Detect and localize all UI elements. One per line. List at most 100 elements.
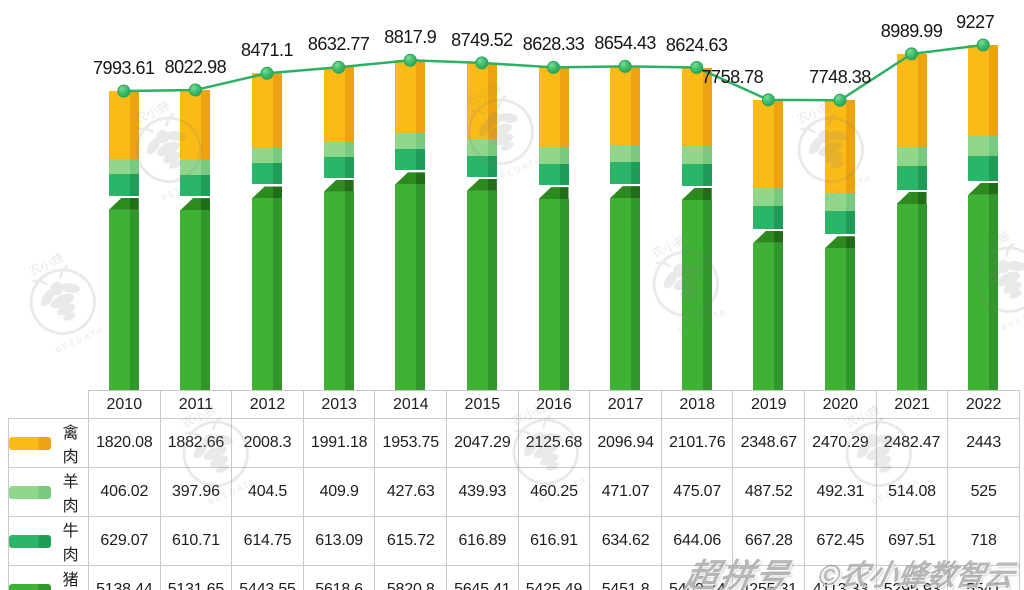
cell-poultry-2017: 2096.94 [589, 418, 662, 468]
segment-gap [108, 195, 139, 198]
segment-beef [252, 163, 283, 185]
segment-mutton [824, 192, 855, 212]
cell-pork-2012: 5443.55 [231, 565, 304, 590]
cell-mutton-2021: 514.08 [875, 467, 949, 517]
segment-mutton [681, 146, 712, 164]
cell-beef-2011: 610.71 [159, 516, 233, 566]
cell-mutton-2011: 397.96 [159, 467, 233, 517]
table-corner-cell [8, 390, 89, 419]
segment-pork-cap [108, 197, 139, 210]
segment-pork-cap [466, 178, 497, 191]
legend-swatch-pork [9, 583, 51, 590]
cell-poultry-2011: 1882.66 [159, 418, 233, 468]
bar-column-2013 [323, 67, 354, 390]
segment-mutton [395, 133, 426, 150]
segment-poultry [824, 100, 855, 193]
year-header-2020: 2020 [804, 390, 877, 419]
year-header-2014: 2014 [374, 390, 448, 419]
year-header-2015: 2015 [446, 390, 519, 419]
segment-poultry [108, 91, 139, 160]
segment-poultry [252, 73, 283, 149]
cell-poultry-2020: 2470.29 [804, 418, 877, 468]
legend-label-poultry: 禽肉 [62, 425, 79, 466]
cell-beef-2016: 616.91 [517, 516, 591, 566]
segment-gap [824, 234, 855, 237]
segment-pork [610, 198, 641, 390]
segment-poultry [466, 62, 497, 140]
bar-column-2011 [180, 90, 211, 390]
segment-pork [896, 203, 927, 390]
segment-pork-cap [610, 186, 641, 199]
segment-pork [252, 198, 283, 390]
cell-mutton-2019: 487.52 [732, 467, 806, 517]
segment-pork [466, 190, 497, 390]
legend-label-mutton: 羊肉 [62, 474, 79, 515]
cell-poultry-2019: 2348.67 [732, 418, 806, 468]
cell-beef-2012: 614.75 [231, 516, 304, 566]
segment-beef [753, 205, 784, 229]
segment-pork [108, 209, 139, 390]
cell-poultry-2018: 2101.76 [660, 418, 734, 468]
cell-pork-2017: 5451.8 [589, 565, 662, 590]
table-row-mutton: 羊肉 406.02 397.96 404.5 409.9 427.63 439.93 460.… [8, 467, 1020, 517]
legend-swatch-beef [9, 534, 51, 548]
cell-beef-2010: 629.07 [88, 516, 161, 566]
segment-pork-cap [395, 172, 426, 185]
segment-poultry [753, 99, 784, 188]
segment-pork [180, 210, 211, 390]
segment-mutton [753, 187, 784, 206]
segment-beef [824, 211, 855, 235]
value-label-2018: 8624.63 [665, 34, 728, 55]
bar-column-2022 [968, 45, 999, 390]
segment-pork [681, 199, 712, 390]
cell-mutton-2010: 406.02 [88, 467, 161, 517]
year-header-2016: 2016 [517, 390, 591, 419]
segment-gap [753, 228, 784, 231]
table-row-pork: 猪肉 5138.445131.655443.555618.65820.85645.… [8, 565, 1020, 590]
segment-pork-cap [323, 179, 354, 192]
bar-column-2010 [108, 91, 139, 390]
cell-poultry-2014: 1953.75 [374, 418, 448, 468]
cell-mutton-2014: 427.63 [374, 467, 448, 517]
cell-beef-2018: 644.06 [660, 516, 734, 566]
segment-gap [610, 184, 641, 187]
cell-pork-2020: 4113.33 [804, 565, 877, 590]
cell-beef-2020: 672.45 [804, 516, 877, 566]
segment-pork-cap [968, 182, 999, 195]
bar-column-2012 [252, 73, 283, 390]
year-header-2021: 2021 [875, 390, 949, 419]
legend-cell-beef: 牛肉 [8, 516, 89, 566]
segment-pork-cap [753, 230, 784, 243]
value-label-2014: 8817.9 [384, 27, 437, 48]
segment-beef [395, 149, 426, 171]
segment-pork-cap [681, 187, 712, 200]
segment-poultry [323, 67, 354, 142]
segment-mutton [252, 148, 283, 164]
segment-poultry [395, 60, 426, 134]
segment-beef [538, 164, 569, 186]
segment-beef [896, 165, 927, 190]
cell-pork-2013: 5618.6 [302, 565, 376, 590]
bar-column-2016 [538, 67, 569, 390]
year-header-2018: 2018 [660, 390, 734, 419]
segment-beef [466, 155, 497, 177]
bar-column-2014 [395, 60, 426, 390]
cell-pork-2016: 5425.49 [517, 565, 591, 590]
year-header-2013: 2013 [302, 390, 376, 419]
cell-beef-2015: 616.89 [446, 516, 519, 566]
cell-pork-2021: 5295.93 [875, 565, 949, 590]
table-row-beef: 牛肉 629.07 610.71 614.75 613.09 615.72 616.89 61… [8, 516, 1020, 566]
bar-column-2020 [824, 100, 855, 390]
cell-beef-2014: 615.72 [374, 516, 448, 566]
segment-gap [896, 189, 927, 192]
segment-beef [681, 163, 712, 186]
segment-beef [108, 174, 139, 196]
value-label-2022: 9227 [956, 12, 995, 32]
legend-cell-poultry: 禽肉 [8, 418, 89, 468]
bar-column-2021 [896, 53, 927, 390]
cell-beef-2021: 697.51 [875, 516, 949, 566]
cell-pork-2014: 5820.8 [374, 565, 448, 590]
segment-gap [538, 185, 569, 188]
segment-mutton [466, 139, 497, 156]
